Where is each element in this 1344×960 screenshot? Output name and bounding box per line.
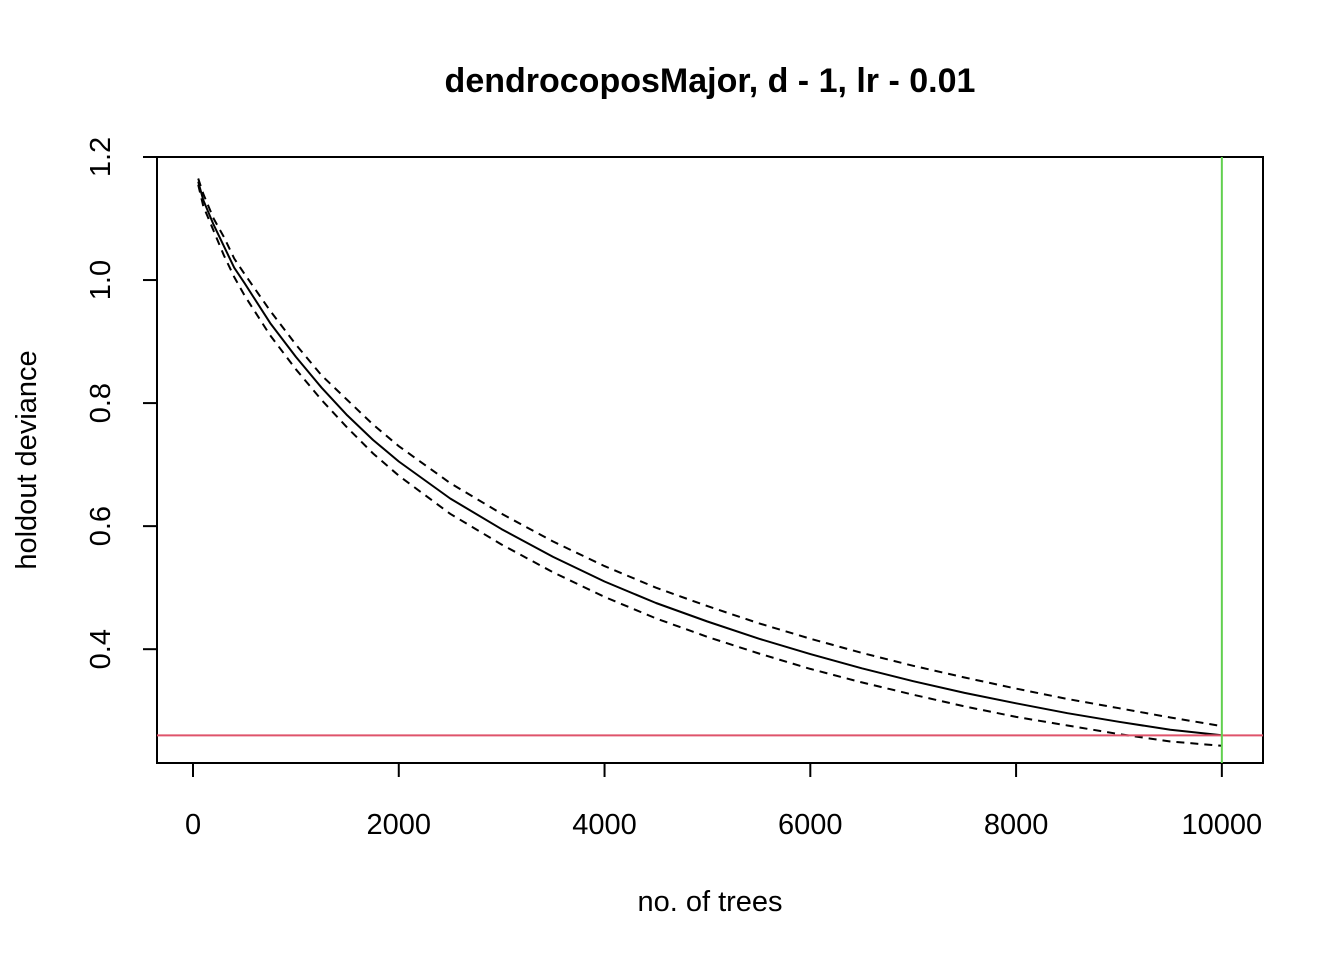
x-axis: 0 2000 4000 6000 8000 10000 (185, 762, 1263, 841)
reference-lines (157, 157, 1263, 763)
y-tick-label: 1.2 (85, 137, 117, 177)
y-tick-label: 0.8 (85, 383, 117, 423)
x-tick-label: 10000 (1182, 809, 1263, 841)
y-tick-label: 0.4 (85, 629, 117, 669)
x-tick-label: 0 (185, 809, 201, 841)
chart-title: dendrocoposMajor, d - 1, lr - 0.01 (445, 62, 976, 100)
x-tick-label: 2000 (367, 809, 432, 841)
series-layer (197, 178, 1222, 747)
y-tick-label: 1.0 (85, 260, 117, 300)
x-axis-label: no. of trees (637, 886, 782, 918)
series-line-bound-1 (197, 178, 1222, 728)
series-line-mean (197, 181, 1222, 737)
y-axis: 0.4 0.6 0.8 1.0 1.2 (85, 137, 158, 669)
plot-frame (156, 156, 1264, 764)
y-axis-label: holdout deviance (11, 350, 43, 569)
y-tick-label: 0.6 (85, 506, 117, 546)
x-tick-label: 4000 (572, 809, 637, 841)
series-line-bound-2 (197, 184, 1222, 747)
x-tick-label: 6000 (778, 809, 843, 841)
x-tick-label: 8000 (984, 809, 1049, 841)
